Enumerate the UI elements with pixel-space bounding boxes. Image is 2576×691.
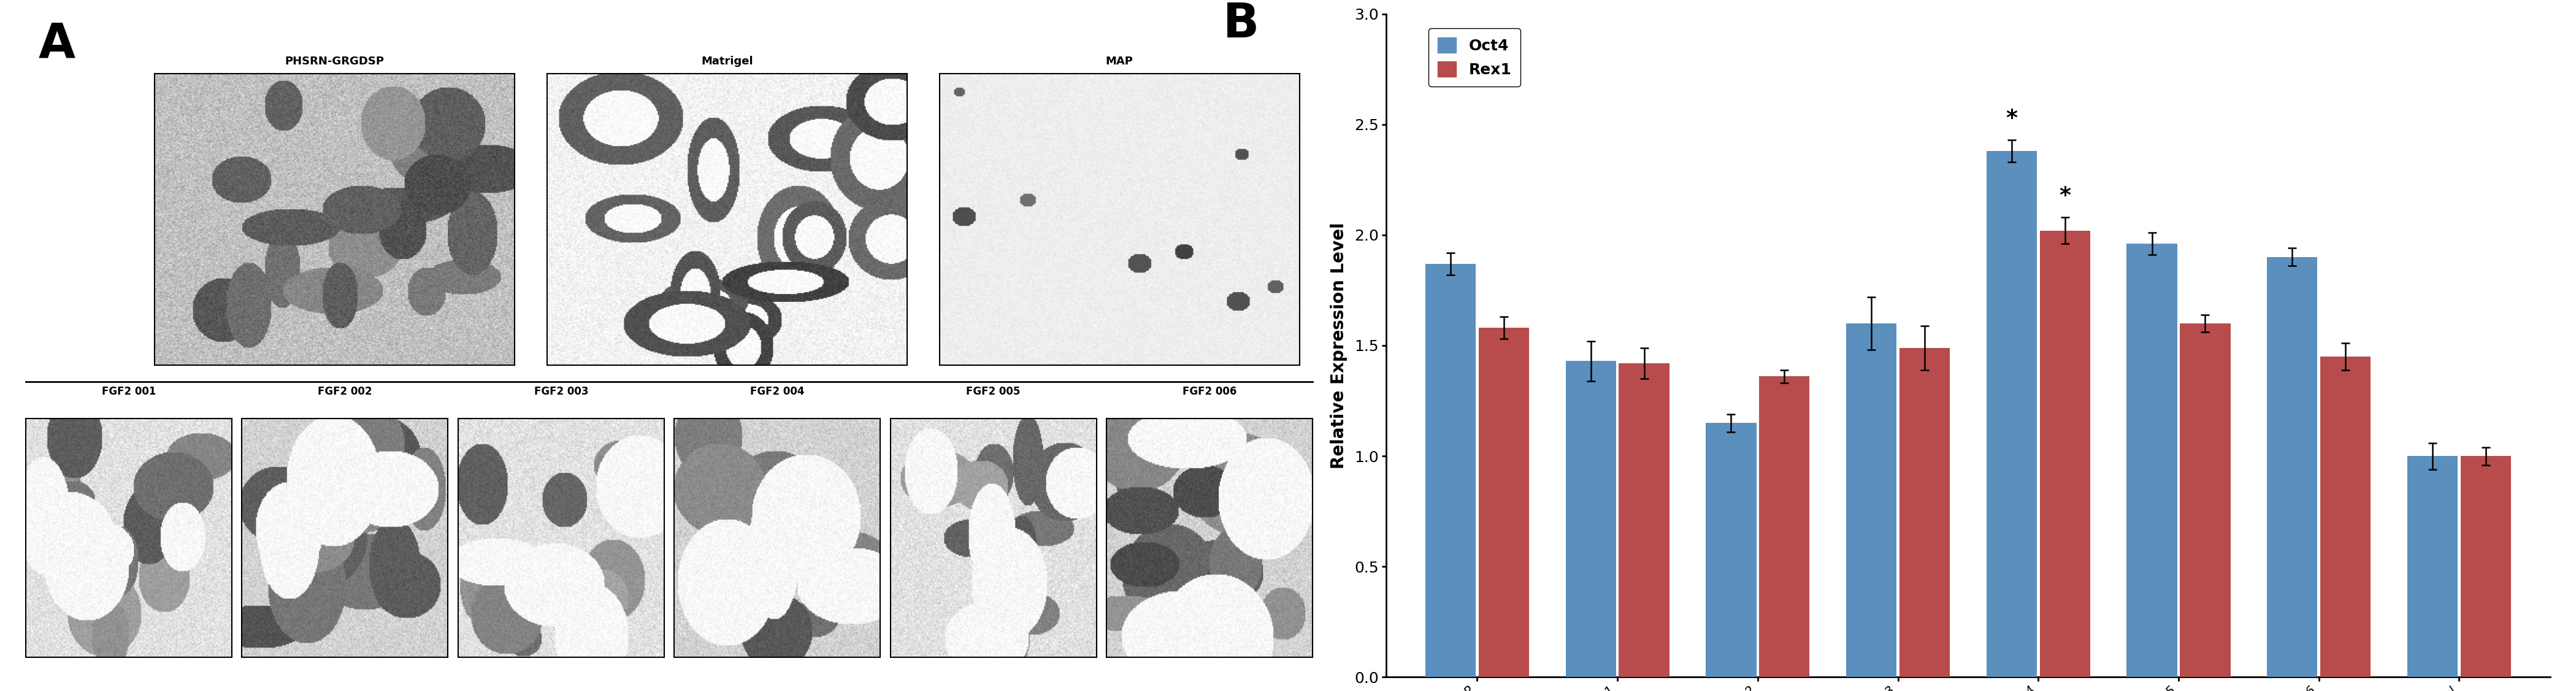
Bar — [1705, 423, 1757, 677]
Bar — [1479, 328, 1530, 677]
Bar — [2267, 257, 2318, 677]
Bar — [1425, 264, 1476, 677]
Bar — [1986, 151, 2038, 677]
Text: FGF2 004: FGF2 004 — [750, 386, 804, 397]
Text: A: A — [39, 21, 75, 67]
Text: B: B — [1224, 1, 1260, 47]
Text: *: * — [2007, 108, 2017, 129]
Text: PHSRN-GRGDSP: PHSRN-GRGDSP — [286, 56, 384, 67]
Bar — [1899, 348, 1950, 677]
Bar — [1618, 363, 1669, 677]
Bar — [2321, 357, 2370, 677]
Bar — [1847, 323, 1896, 677]
Text: Matrigel: Matrigel — [701, 56, 752, 67]
Text: *: * — [2058, 185, 2071, 206]
Bar — [2040, 231, 2089, 677]
Bar — [2406, 456, 2458, 677]
Y-axis label: Relative Expression Level: Relative Expression Level — [1329, 223, 1347, 468]
Text: FGF2 002: FGF2 002 — [317, 386, 371, 397]
Bar — [1759, 377, 1808, 677]
Text: FGF2 005: FGF2 005 — [966, 386, 1020, 397]
Text: PHSRN-GRGDSP: PHSRN-GRGDSP — [616, 344, 724, 355]
Text: FGF2 001: FGF2 001 — [100, 386, 155, 397]
Text: MAP: MAP — [1105, 56, 1133, 67]
Bar — [2128, 244, 2177, 677]
Text: FGF2 003: FGF2 003 — [533, 386, 587, 397]
Bar — [1566, 361, 1615, 677]
Bar — [2179, 323, 2231, 677]
Text: FGF2 006: FGF2 006 — [1182, 386, 1236, 397]
Legend: Oct4, Rex1: Oct4, Rex1 — [1430, 28, 1520, 86]
Bar — [2460, 456, 2512, 677]
